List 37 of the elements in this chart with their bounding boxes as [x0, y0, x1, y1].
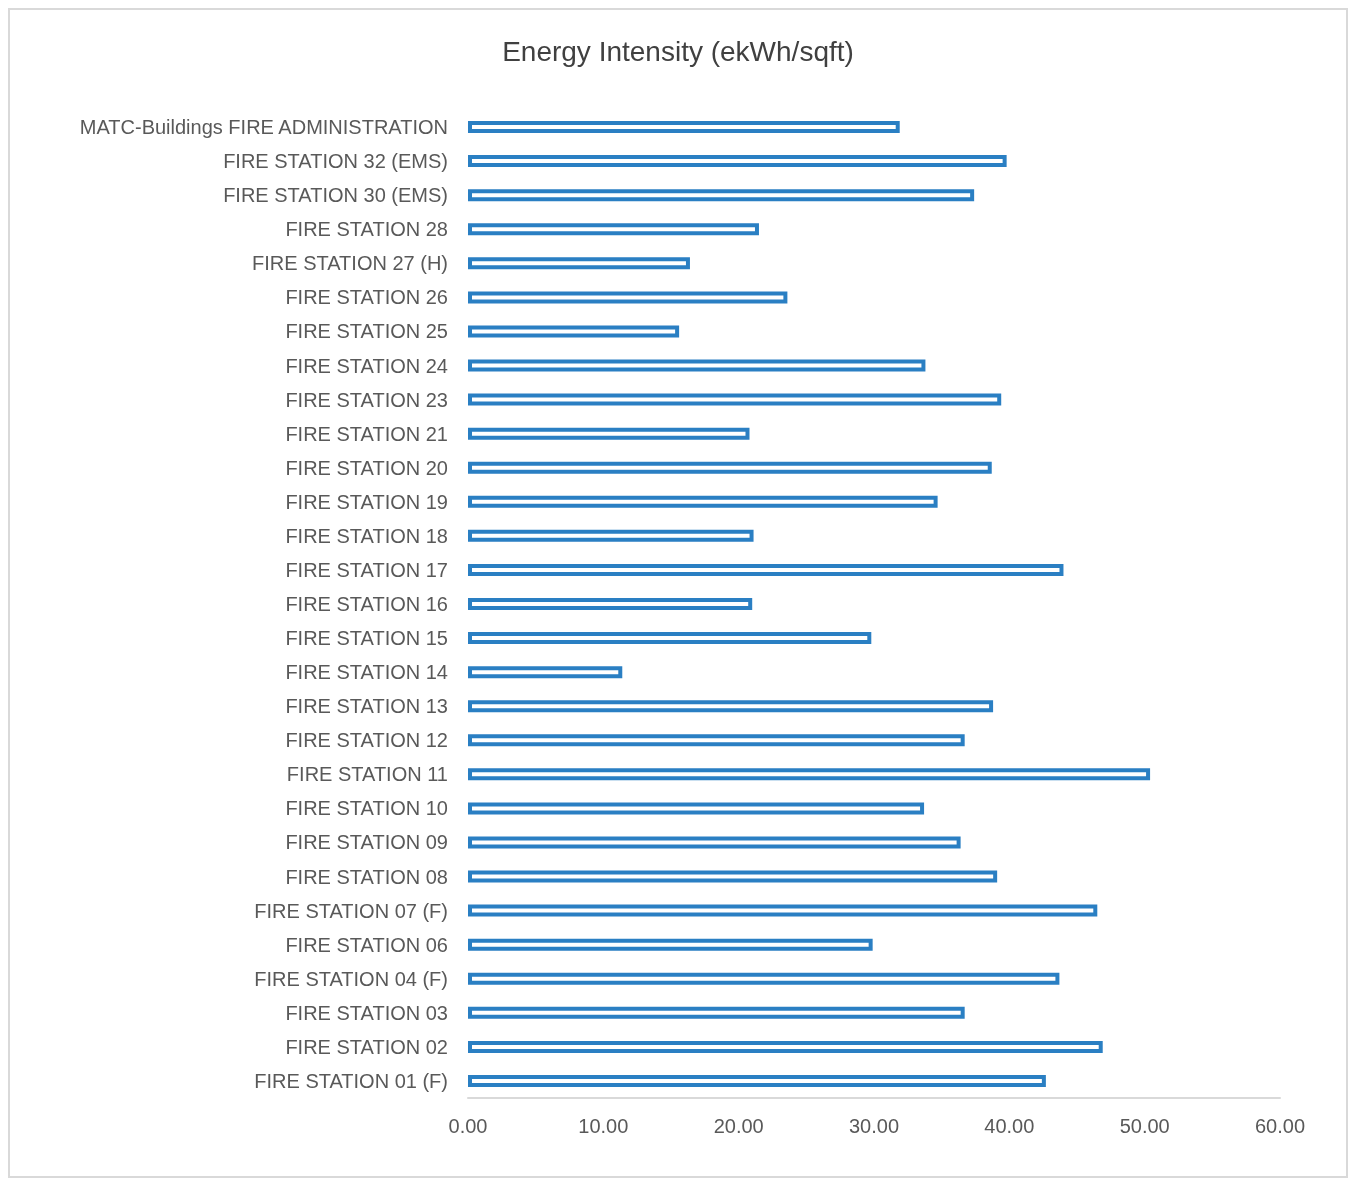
y-tick-label: FIRE STATION 09: [285, 831, 448, 854]
y-tick-label: FIRE STATION 12: [285, 729, 448, 752]
y-tick-label: FIRE STATION 28: [285, 218, 448, 241]
y-tick-label: FIRE STATION 30 (EMS): [223, 184, 448, 207]
y-tick-label: FIRE STATION 01 (F): [254, 1069, 448, 1092]
x-tick-label: 0.00: [448, 1115, 488, 1137]
y-tick-label: FIRE STATION 10: [285, 797, 448, 820]
y-tick-label: FIRE STATION 15: [285, 627, 448, 650]
y-tick-label: FIRE STATION 23: [285, 388, 448, 411]
x-tick-label: 30.00: [848, 1115, 900, 1137]
y-tick-label: FIRE STATION 11: [286, 763, 448, 786]
y-tick-label: FIRE STATION 20: [285, 456, 448, 479]
x-tick-label: 20.00: [713, 1115, 764, 1137]
y-tick-label: FIRE STATION 06: [285, 933, 448, 956]
x-tick-label: 10.00: [578, 1115, 629, 1137]
y-tick-label: FIRE STATION 24: [285, 354, 448, 377]
y-tick-label: MATC-Buildings FIRE ADMINISTRATION: [79, 116, 448, 139]
y-tick-label: FIRE STATION 32 (EMS): [223, 150, 448, 173]
y-tick-label: FIRE STATION 27 (H): [252, 252, 448, 275]
y-tick-label: FIRE STATION 03: [285, 1001, 448, 1024]
y-tick-label: FIRE STATION 14: [285, 661, 448, 684]
y-tick-label: FIRE STATION 25: [285, 320, 448, 343]
x-tick-label: 50.00: [1119, 1115, 1170, 1137]
chart-title: Energy Intensity (ekWh/sqft): [502, 35, 854, 67]
y-tick-label: FIRE STATION 19: [285, 490, 448, 513]
y-tick-label: FIRE STATION 16: [285, 593, 448, 615]
y-tick-label: FIRE STATION 04 (F): [254, 967, 448, 990]
y-tick-label: FIRE STATION 13: [285, 695, 448, 718]
y-tick-label: FIRE STATION 07 (F): [254, 899, 448, 922]
y-tick-label: FIRE STATION 17: [285, 558, 448, 581]
y-tick-label: FIRE STATION 08: [285, 865, 448, 888]
y-tick-label: FIRE STATION 21: [285, 422, 448, 445]
y-tick-label: FIRE STATION 26: [285, 286, 448, 309]
y-tick-label: FIRE STATION 02: [285, 1035, 448, 1058]
x-tick-label: 60.00: [1254, 1115, 1306, 1137]
x-tick-label: 40.00: [984, 1115, 1035, 1137]
y-tick-label: FIRE STATION 18: [285, 524, 448, 547]
